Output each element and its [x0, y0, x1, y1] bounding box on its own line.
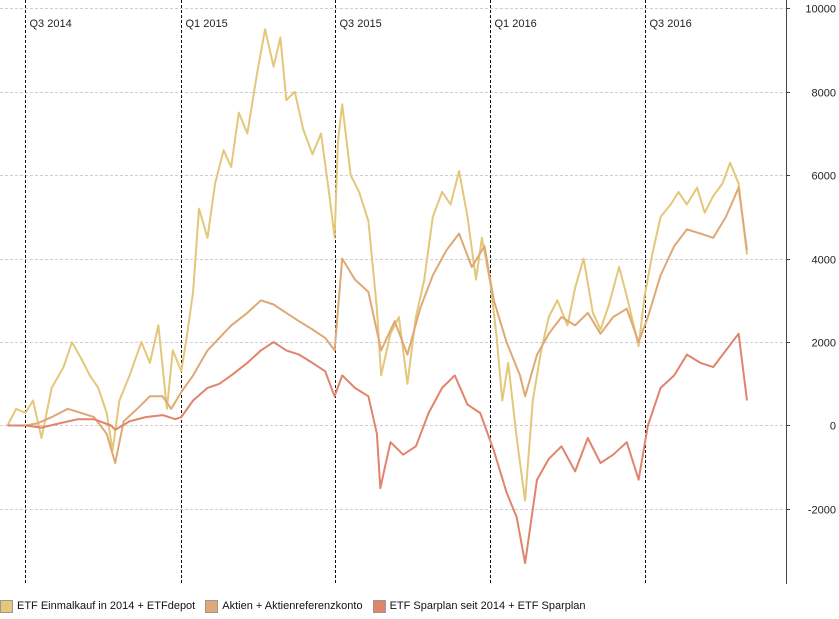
legend-swatch	[0, 599, 13, 613]
legend-label: ETF Einmalkauf in 2014 + ETFdepot	[17, 600, 196, 612]
quarter-marker-label: Q3 2016	[650, 18, 692, 30]
legend-item-1: ETF Einmalkauf in 2014 + ETFdepot	[0, 599, 196, 613]
grid-layer	[0, 8, 786, 510]
series-layer	[6, 28, 748, 565]
quarter-marker-label: Q1 2016	[495, 18, 537, 30]
legend-swatch	[372, 599, 386, 613]
quarter-marker-label: Q3 2014	[30, 18, 72, 30]
line-chart: Q3 2014 Q1 2015 Q3 2015 Q1 2016 Q3 2016 -200…	[0, 0, 836, 584]
y-axis: -2000 0 2000 4000 6000 8000 10000	[786, 0, 836, 584]
series-line-3	[7, 332, 748, 565]
legend-swatch	[205, 599, 219, 613]
y-tick-label: 6000	[812, 171, 836, 183]
series-line-1	[6, 28, 748, 502]
legend-item-2: Aktien + Aktienreferenzkonto	[205, 599, 363, 613]
y-tick-label: -2000	[808, 505, 836, 517]
y-tick-label: 0	[830, 421, 836, 433]
legend-label: ETF Sparplan seit 2014 + ETF Sparplan	[389, 600, 586, 612]
quarter-marker-layer: Q3 2014 Q1 2015 Q3 2015 Q1 2016 Q3 2016	[25, 0, 692, 584]
legend: ETF Einmalkauf in 2014 + ETFdepot Aktien …	[0, 596, 596, 616]
y-tick-label: 8000	[812, 88, 836, 100]
quarter-marker-label: Q3 2015	[340, 18, 382, 30]
series-line-2	[7, 186, 748, 464]
y-tick-label: 10000	[805, 4, 836, 16]
legend-label: Aktien + Aktienreferenzkonto	[222, 600, 363, 612]
legend-item-3: ETF Sparplan seit 2014 + ETF Sparplan	[372, 599, 586, 613]
y-tick-label: 2000	[812, 338, 836, 350]
quarter-marker-label: Q1 2015	[186, 18, 228, 30]
y-tick-label: 4000	[812, 255, 836, 267]
